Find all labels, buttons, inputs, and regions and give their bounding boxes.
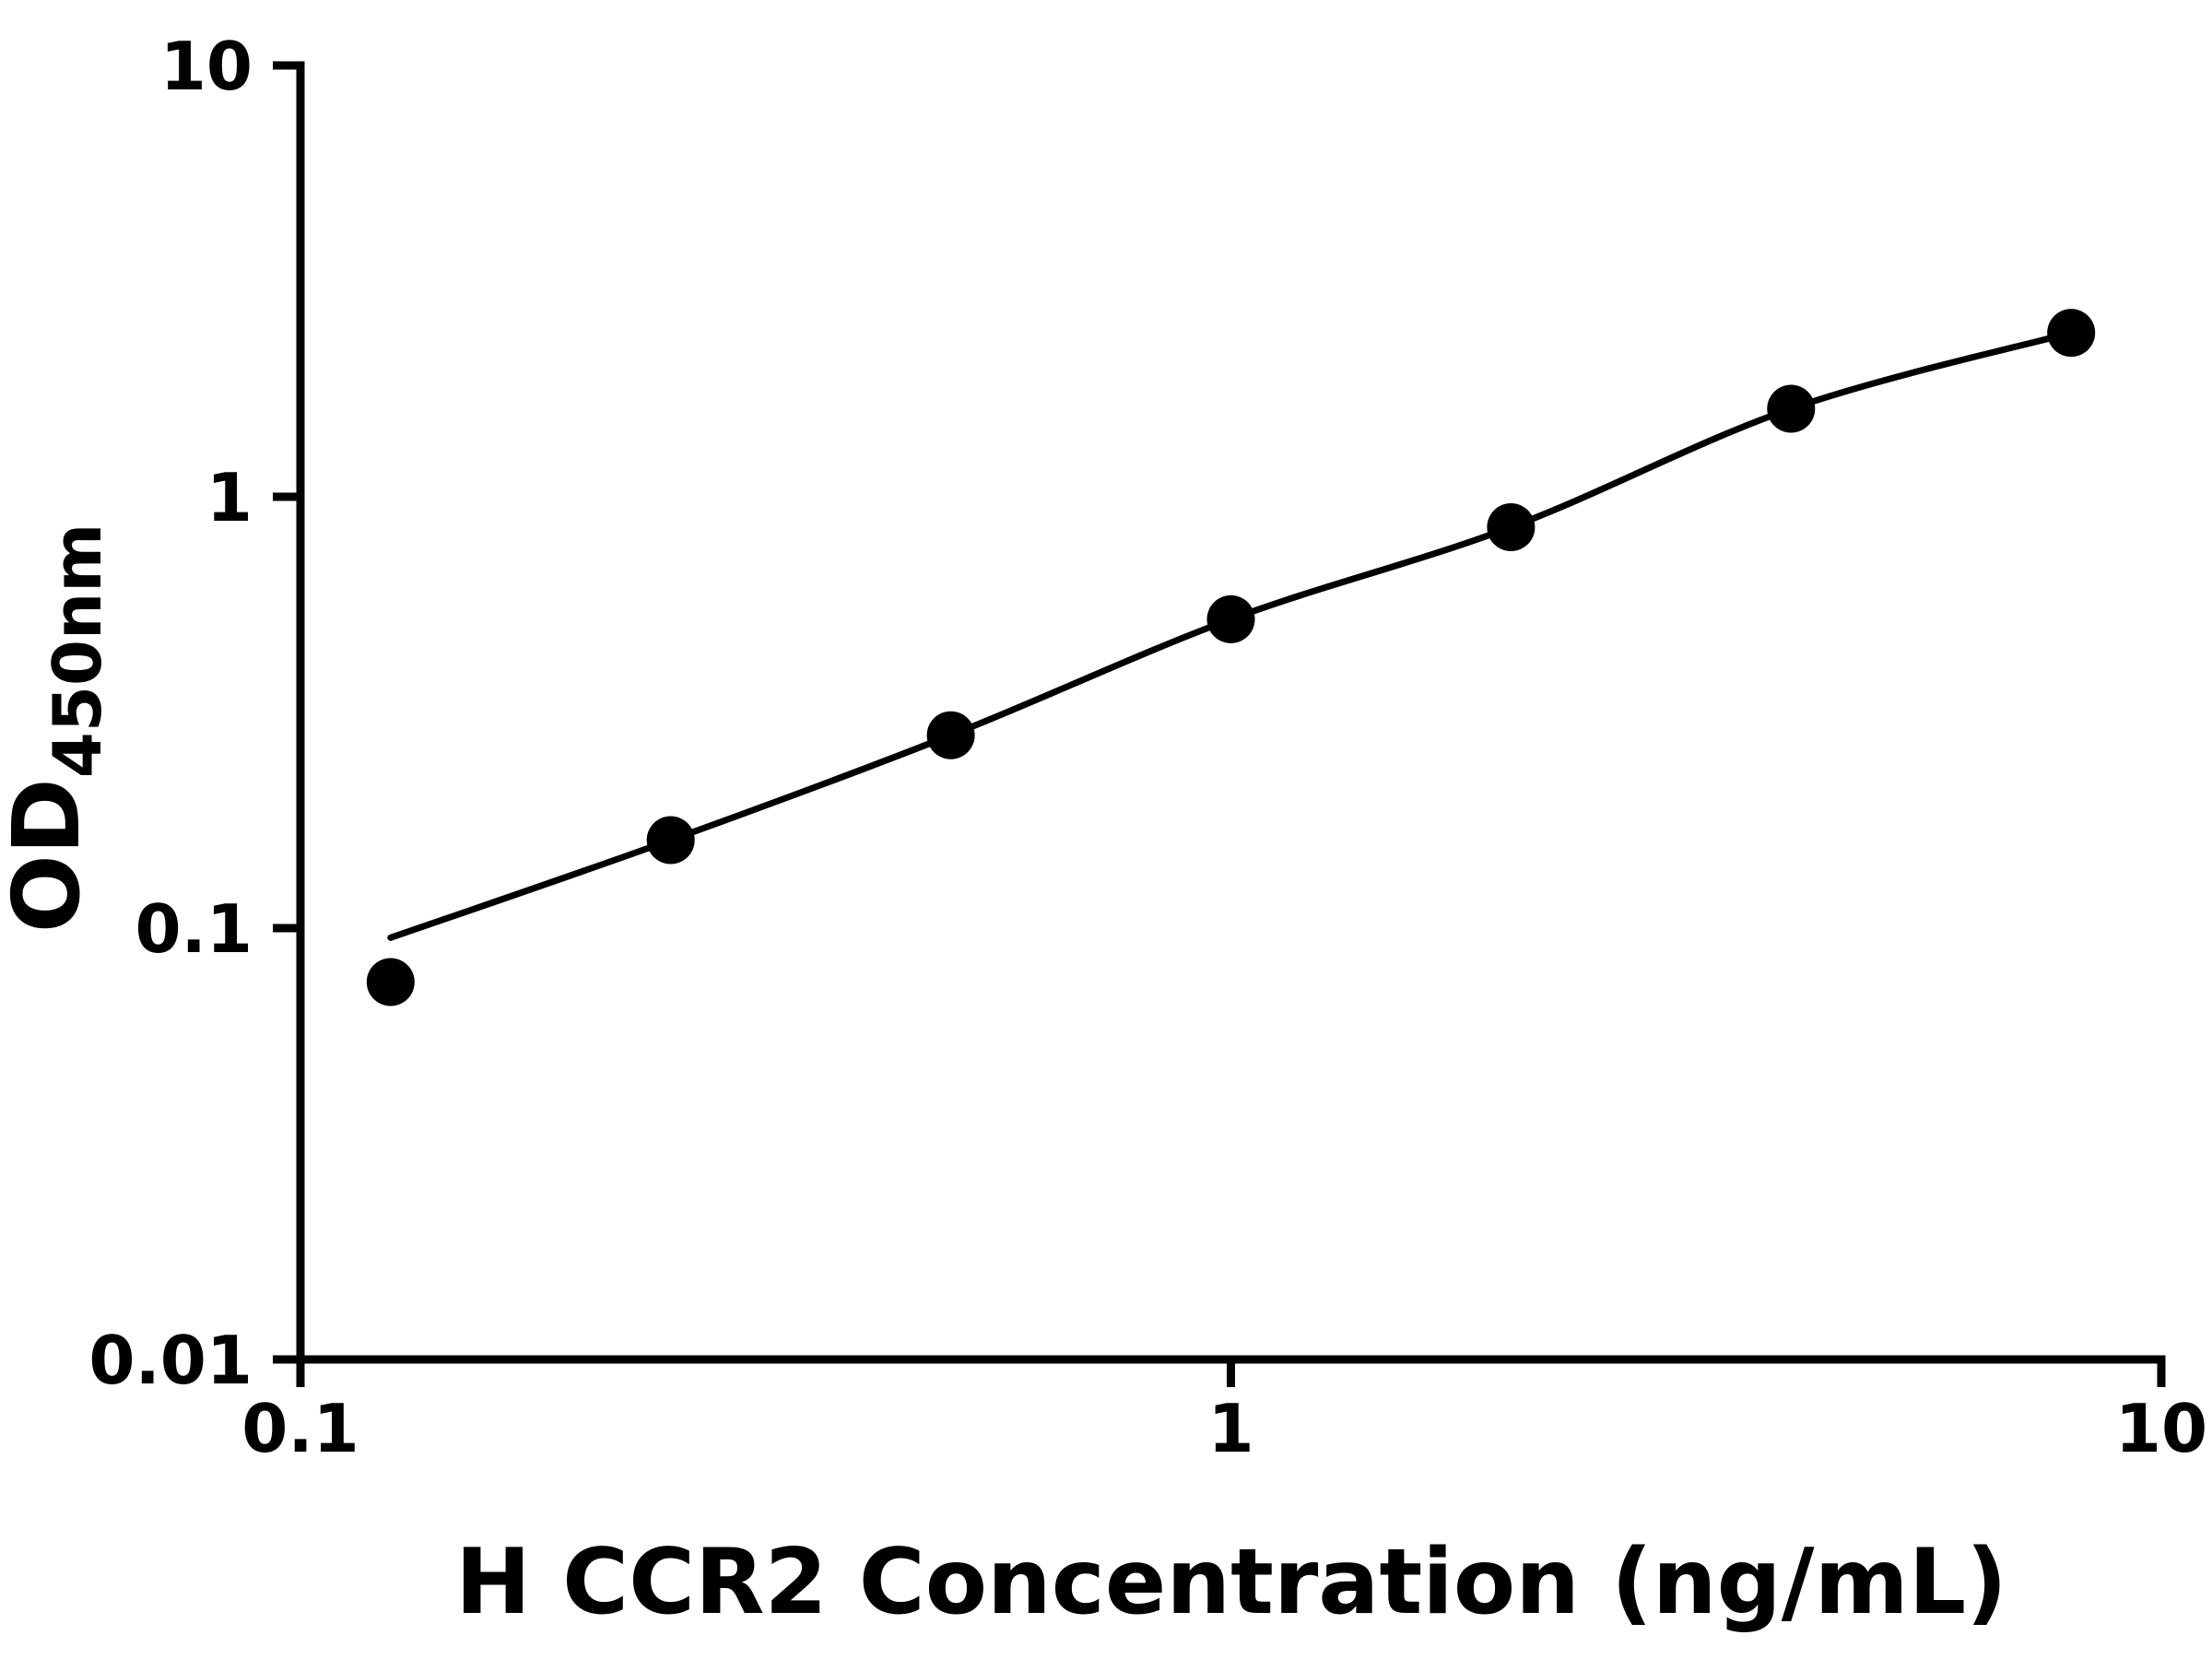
- y-axis-tick-label: 0.01: [88, 1322, 253, 1399]
- data-point-marker: [1767, 384, 1816, 433]
- y-axis-tick-label: 10: [160, 28, 253, 105]
- x-axis-title: H CCR2 Concentration (ng/mL): [455, 1530, 2007, 1635]
- data-point-marker: [366, 958, 415, 1006]
- y-axis-title: OD450nm: [0, 524, 116, 934]
- data-point-marker: [646, 816, 695, 865]
- y-axis-tick-label: 0.1: [135, 890, 253, 968]
- y-axis-title-main: OD: [0, 778, 100, 933]
- data-point-marker: [1206, 594, 1255, 643]
- data-point-marker: [2047, 309, 2096, 358]
- data-point-marker: [1487, 503, 1535, 551]
- x-axis-tick-label: 10: [2115, 1390, 2207, 1467]
- x-axis-tick-label: 1: [1207, 1390, 1253, 1467]
- data-point-marker: [926, 711, 975, 759]
- y-axis-tick-label: 1: [206, 459, 253, 536]
- plot-layer: [366, 309, 2096, 1006]
- x-axis-tick-label: 0.1: [241, 1390, 359, 1467]
- y-axis-title-subscript: 450nm: [39, 524, 116, 779]
